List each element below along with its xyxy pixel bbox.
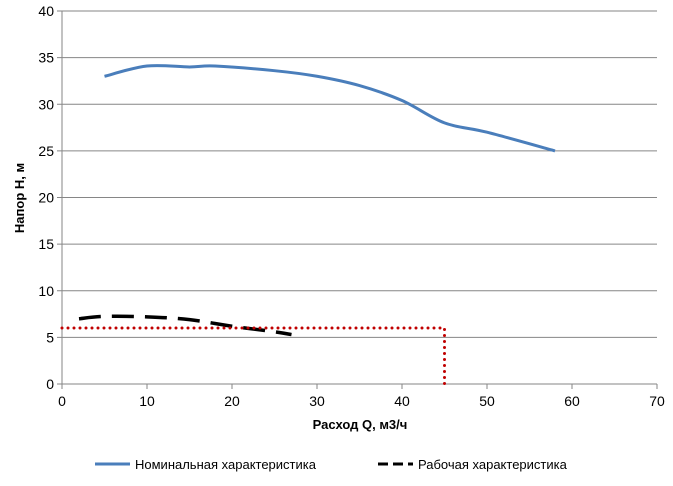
legend-label-nominal: Номинальная характеристика — [135, 457, 317, 472]
y-tick-label: 10 — [38, 283, 54, 299]
y-tick-label: 25 — [38, 143, 54, 159]
legend-label-working: Рабочая характеристика — [418, 457, 568, 472]
x-tick-label: 0 — [58, 393, 66, 409]
y-tick-label: 35 — [38, 50, 54, 66]
y-tick-label: 15 — [38, 236, 54, 252]
y-tick-label: 20 — [38, 190, 54, 206]
x-tick-label: 30 — [309, 393, 325, 409]
y-tick-label: 5 — [46, 329, 54, 345]
working-curve — [78, 314, 292, 337]
x-tick-label: 70 — [649, 393, 665, 409]
x-tick-label: 20 — [224, 393, 240, 409]
x-tick-label: 10 — [139, 393, 155, 409]
nominal-curve — [104, 64, 556, 153]
operating-point-line — [60, 326, 446, 386]
x-axis-label: Расход Q, м3/ч — [313, 417, 408, 432]
x-tick-label: 60 — [564, 393, 580, 409]
y-tick-label: 30 — [38, 96, 54, 112]
y-tick-label: 40 — [38, 3, 54, 19]
x-tick-label: 50 — [479, 393, 495, 409]
x-tick-label: 40 — [394, 393, 410, 409]
y-axis-label: Напор Н, м — [12, 163, 27, 233]
y-tick-label: 0 — [46, 376, 54, 392]
legend: Номинальная характеристика Рабочая харак… — [95, 457, 568, 472]
